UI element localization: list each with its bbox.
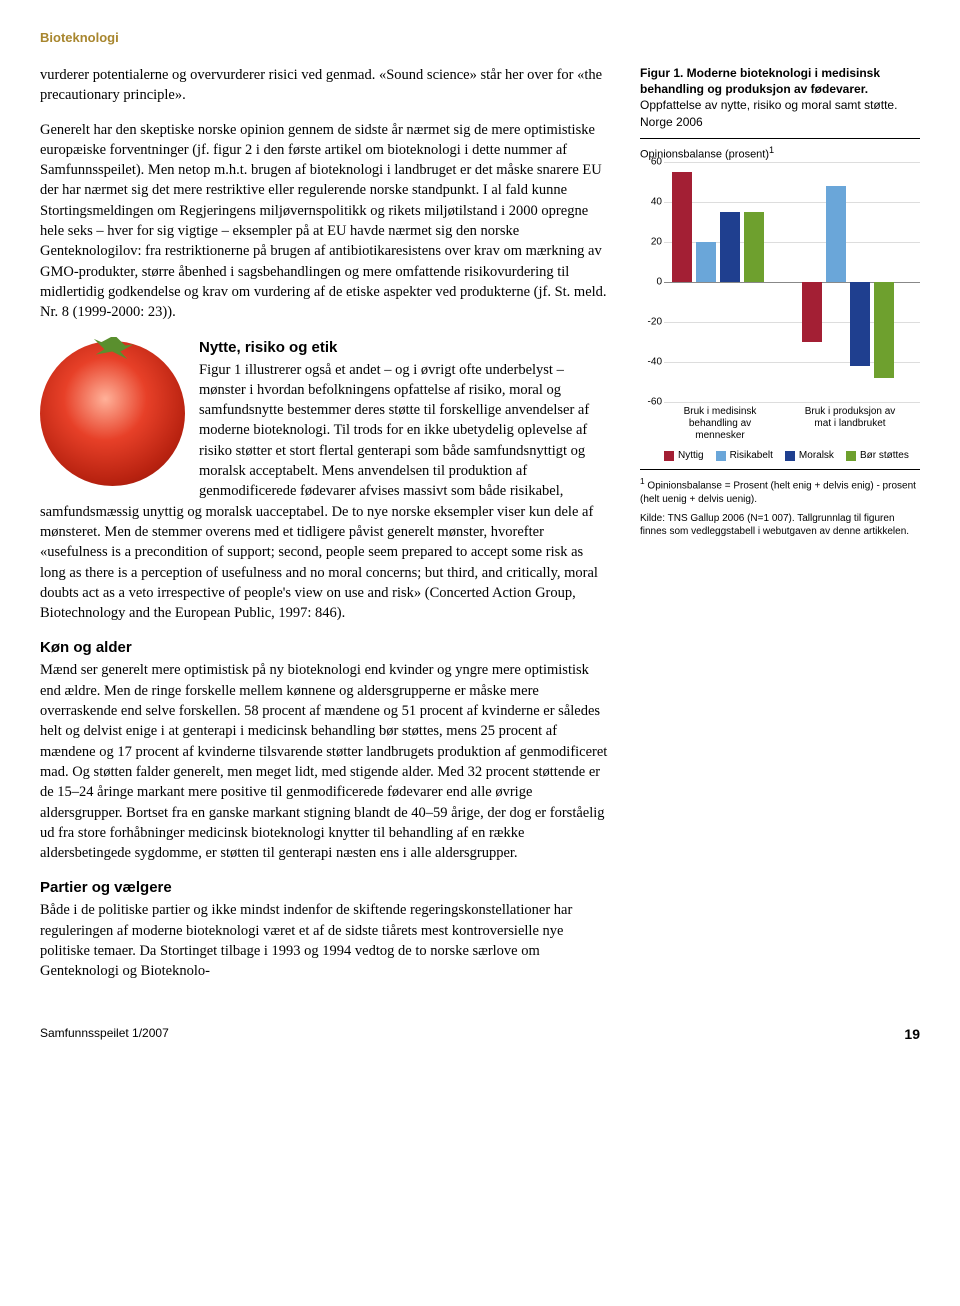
chart-gridline	[664, 402, 920, 403]
chart-bar	[826, 186, 846, 282]
paragraph: Generelt har den skeptiske norske opinio…	[40, 120, 610, 323]
figure-caption-bold: Figur 1. Moderne bioteknologi i medisins…	[640, 66, 880, 96]
legend-swatch	[846, 451, 856, 461]
chart-bar	[874, 282, 894, 378]
chart-ytick-label: 20	[640, 237, 662, 248]
chart-gridline	[664, 162, 920, 163]
legend-swatch	[785, 451, 795, 461]
chart-bar	[850, 282, 870, 366]
chart-y-axis-label: Opinionsbalanse (prosent)1	[640, 145, 920, 161]
chart-bar	[802, 282, 822, 342]
main-column: vurderer potentialerne og overvurderer r…	[40, 65, 610, 996]
page-columns: vurderer potentialerne og overvurderer r…	[40, 65, 920, 996]
chart-bar	[720, 212, 740, 282]
page-footer: Samfunnsspeilet 1/2007 19	[40, 1026, 920, 1042]
figure-footnote: 1 Opinionsbalanse = Prosent (helt enig +…	[640, 476, 920, 505]
legend-item: Nyttig	[664, 450, 704, 461]
chart-gridline	[664, 202, 920, 203]
legend-item: Moralsk	[785, 450, 834, 461]
legend-label: Risikabelt	[730, 450, 773, 461]
figure-source: Kilde: TNS Gallup 2006 (N=1 007). Tallgr…	[640, 512, 920, 538]
chart-bar	[672, 172, 692, 282]
chart-ytick-label: 60	[640, 157, 662, 168]
chart-ytick-label: -20	[640, 317, 662, 328]
section-nytte: Nytte, risiko og etik Figur 1 illustrere…	[40, 337, 610, 638]
paragraph: Mænd ser generelt mere optimistisk på ny…	[40, 660, 610, 863]
chart-ytick-label: -60	[640, 397, 662, 408]
chart-bar	[696, 242, 716, 282]
chart-plot-area: 6040200-20-40-60Bruk i medisinsk behandl…	[664, 162, 920, 444]
category-label: Bioteknologi	[40, 30, 920, 45]
chart-legend: Nyttig Risikabelt Moralsk Bør støttes	[640, 450, 920, 461]
figure-caption-rest: Oppfattelse av nytte, risiko og moral sa…	[640, 98, 897, 128]
paragraph: Både i de politiske partier og ikke mind…	[40, 900, 610, 981]
chart-ytick-label: 0	[640, 277, 662, 288]
legend-label: Bør støttes	[860, 450, 909, 461]
legend-item: Risikabelt	[716, 450, 773, 461]
page-number: 19	[904, 1026, 920, 1042]
legend-label: Nyttig	[678, 450, 704, 461]
figure-caption: Figur 1. Moderne bioteknologi i medisins…	[640, 65, 920, 130]
subheading: Partier og vælgere	[40, 877, 610, 898]
legend-label: Moralsk	[799, 450, 834, 461]
legend-swatch	[716, 451, 726, 461]
chart-bar	[744, 212, 764, 282]
paragraph: vurderer potentialerne og overvurderer r…	[40, 65, 610, 106]
chart-category-label: Bruk i produksjon av mat i landbruket	[802, 406, 898, 430]
tomato-image	[40, 341, 185, 486]
chart-ytick-label: -40	[640, 357, 662, 368]
legend-item: Bør støttes	[846, 450, 909, 461]
chart-ytick-label: 40	[640, 197, 662, 208]
chart-container: Opinionsbalanse (prosent)1 6040200-20-40…	[640, 138, 920, 471]
legend-swatch	[664, 451, 674, 461]
subheading: Køn og alder	[40, 637, 610, 658]
journal-name: Samfunnsspeilet 1/2007	[40, 1026, 169, 1042]
chart-category-label: Bruk i medisinsk behandling av mennesker	[672, 406, 768, 442]
sidebar-column: Figur 1. Moderne bioteknologi i medisins…	[640, 65, 920, 996]
